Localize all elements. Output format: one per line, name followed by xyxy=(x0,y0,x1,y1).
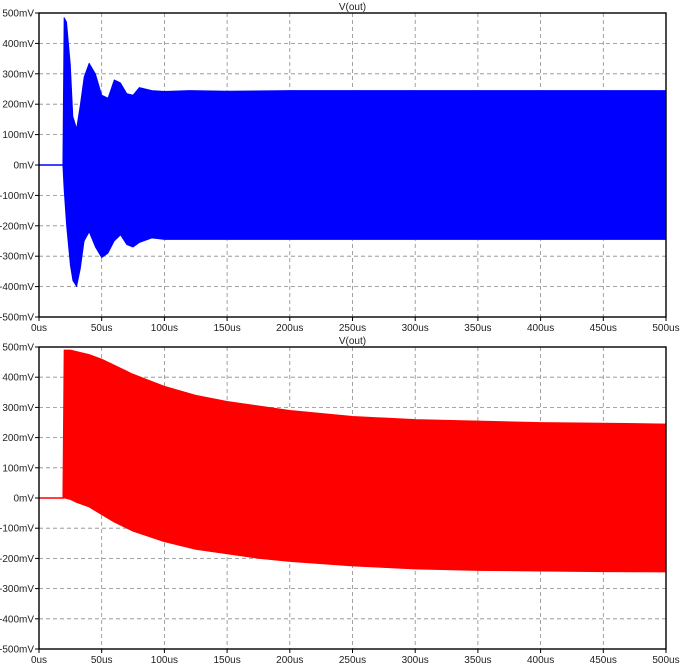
top-y-tick-label: -300mV xyxy=(0,252,34,263)
bottom-y-tick-label: -300mV xyxy=(0,584,34,595)
bottom-y-tick-label: 500mV xyxy=(2,343,34,354)
top-y-tick-label: 300mV xyxy=(2,69,34,80)
bottom-y-tick-label: 300mV xyxy=(2,403,34,414)
bottom-x-tick-label: 350us xyxy=(464,655,491,666)
bottom-plot-title: V(out) xyxy=(339,336,366,347)
bottom-x-tick-label: 50us xyxy=(91,655,113,666)
bottom-y-tick-label: -500mV xyxy=(0,645,34,656)
bottom-x-tick-label: 450us xyxy=(590,655,617,666)
top-y-tick-label: 0mV xyxy=(13,161,34,172)
top-tick-marks xyxy=(35,12,667,321)
bottom-x-tick-label: 300us xyxy=(402,655,429,666)
top-y-tick-label: -400mV xyxy=(0,282,34,293)
top-plot-title: V(out) xyxy=(339,2,366,13)
bottom-trace-envelope xyxy=(62,349,667,573)
top-x-tick-label: 450us xyxy=(590,323,617,334)
top-y-tick-label: 100mV xyxy=(2,130,34,141)
top-x-tick-labels: 0us 50us 100us 150us 200us 250us 300us 3… xyxy=(31,323,680,334)
bottom-y-tick-label: 100mV xyxy=(2,463,34,474)
top-x-tick-label: 300us xyxy=(402,323,429,334)
bottom-x-tick-label: 500us xyxy=(652,655,679,666)
bottom-y-tick-label: -100mV xyxy=(0,524,34,535)
bottom-y-tick-labels: 500mV 400mV 300mV 200mV 100mV 0mV -100mV… xyxy=(0,343,34,656)
top-y-tick-labels: 500mV 400mV 300mV 200mV 100mV 0mV -100mV… xyxy=(0,9,34,324)
top-grid xyxy=(39,13,666,317)
top-x-tick-label: 150us xyxy=(213,323,240,334)
bottom-tick-marks xyxy=(35,346,667,653)
top-y-tick-label: -100mV xyxy=(0,191,34,202)
top-y-tick-label: -200mV xyxy=(0,221,34,232)
bottom-y-tick-label: -400mV xyxy=(0,614,34,625)
bottom-x-tick-label: 100us xyxy=(151,655,178,666)
top-x-tick-label: 400us xyxy=(527,323,554,334)
top-trace-envelope xyxy=(62,17,667,288)
bottom-x-tick-label: 200us xyxy=(276,655,303,666)
bottom-x-tick-label: 400us xyxy=(527,655,554,666)
top-x-tick-label: 200us xyxy=(276,323,303,334)
bottom-y-tick-label: 200mV xyxy=(2,433,34,444)
top-x-tick-label: 500us xyxy=(652,323,679,334)
bottom-x-tick-label: 0us xyxy=(31,655,47,666)
bottom-x-tick-label: 250us xyxy=(339,655,366,666)
bottom-x-tick-label: 150us xyxy=(213,655,240,666)
top-x-tick-label: 50us xyxy=(91,323,113,334)
top-y-tick-label: 500mV xyxy=(2,9,34,20)
bottom-y-tick-label: -200mV xyxy=(0,554,34,565)
top-y-tick-label: 400mV xyxy=(2,39,34,50)
top-y-tick-label: -500mV xyxy=(0,313,34,324)
top-x-tick-label: 250us xyxy=(339,323,366,334)
bottom-x-tick-labels: 0us 50us 100us 150us 200us 250us 300us 3… xyxy=(31,655,680,666)
top-y-tick-label: 200mV xyxy=(2,100,34,111)
bottom-y-tick-label: 0mV xyxy=(13,494,34,505)
top-x-tick-label: 100us xyxy=(151,323,178,334)
top-x-tick-label: 0us xyxy=(31,323,47,334)
bottom-y-tick-label: 400mV xyxy=(2,373,34,384)
bottom-waveform-plot: 500mV 400mV 300mV 200mV 100mV 0mV -100mV… xyxy=(0,336,680,666)
top-x-tick-label: 350us xyxy=(464,323,491,334)
top-waveform-plot: 500mV 400mV 300mV 200mV 100mV 0mV -100mV… xyxy=(0,2,680,334)
